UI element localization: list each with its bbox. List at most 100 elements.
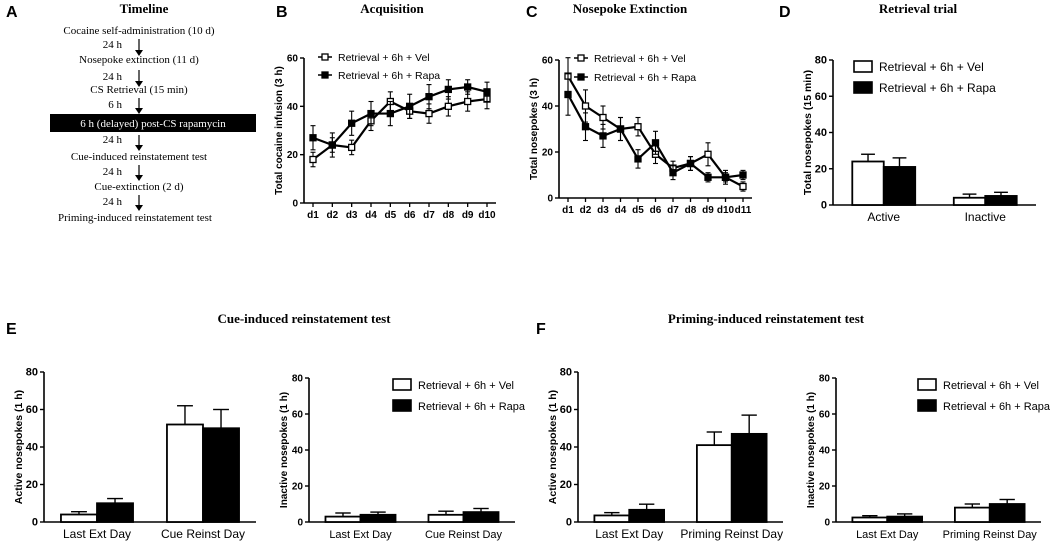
legend-swatch-vel [917,378,937,391]
y-tick-label: 80 [292,374,304,385]
y-tick-label: 20 [542,148,554,159]
legend-label-rapa: Retrieval + 6h + Rapa [418,401,526,413]
timeline-arrowhead-4 [135,145,143,151]
data-point-rapa [464,83,472,91]
bar-rapa [882,166,917,206]
x-category-label: Last Ext Day [595,527,663,541]
x-category-label: Inactive [965,210,1007,224]
bar-vel [954,506,991,523]
x-tick-label: d3 [597,205,609,216]
y-axis-label: Total cocaine infusion (3 h) [274,66,285,195]
x-tick-label: d3 [346,210,358,221]
timeline-step-4: 6 h (delayed) post-CS rapamycin [80,118,226,130]
data-point-rapa [634,155,642,163]
timeline-title: Timeline [120,1,169,16]
timeline-step-5: Cue-induced reinstatement test [71,151,207,163]
legend-label-vel: Retrieval + 6h + Vel [338,52,430,64]
data-point-rapa [669,169,677,177]
y-tick-label: 40 [26,442,38,454]
bar-rapa [984,195,1018,206]
y-tick-label: 60 [287,54,299,65]
data-point-vel [599,113,607,122]
x-tick-label: d6 [650,205,662,216]
x-tick-label: d7 [423,210,435,221]
bar-rapa [202,427,240,523]
y-tick-label: 40 [542,102,554,113]
x-category-label: Priming Reinst Day [680,527,783,541]
timeline-arrowhead-6 [135,205,143,211]
y-tick-label: 60 [815,91,827,103]
timeline-arrowhead-1 [135,50,143,56]
x-tick-label: d4 [365,210,377,221]
y-tick-label: 40 [292,446,304,457]
data-point-rapa [425,93,433,101]
legend-swatch-vel [853,60,873,73]
bar-vel [593,514,631,523]
y-tick-label: 20 [560,479,572,491]
data-point-rapa [599,132,607,140]
timeline-rapamycin-box [50,114,256,132]
x-tick-label: d1 [562,205,574,216]
data-point-vel [704,150,712,158]
bar-vel [696,444,733,523]
x-tick-label: d10 [478,210,496,221]
legend-marker-rapa [321,71,329,79]
x-tick-label: d2 [326,210,338,221]
data-point-rapa [564,90,572,99]
y-tick-label: 0 [292,199,298,210]
data-point-rapa [406,102,414,110]
timeline-step-3: CS Retrieval (15 min) [90,84,188,96]
legend-swatch-rapa [392,399,412,412]
data-point-rapa [704,173,712,181]
y-axis-label: Total nosepokes (3 h) [529,78,540,180]
x-category-label: Cue Reinst Day [425,529,503,541]
data-point-vel [739,182,747,191]
y-tick-label: 0 [297,518,303,529]
data-point-rapa [309,134,317,142]
x-tick-label: d7 [667,205,679,216]
timeline-arrowhead-5 [135,175,143,181]
bar-rapa [988,503,1026,523]
panel-a-timeline: A Timeline Cocaine self-administration (… [6,1,256,224]
data-point-rapa [721,173,730,181]
data-point-vel [444,102,452,110]
y-tick-label: 60 [292,410,304,421]
legend-label-vel: Retrieval + 6h + Vel [879,60,984,74]
x-tick-label: d8 [442,210,454,221]
panel-letter-a: A [6,4,18,21]
y-tick-label: 0 [821,200,827,212]
y-tick-label: 40 [560,442,572,454]
y-tick-label: 40 [819,446,831,457]
data-point-rapa [686,159,695,168]
data-point-rapa [483,88,491,96]
y-tick-label: 60 [560,404,572,416]
legend-marker-vel [577,54,585,62]
y-tick-label: 20 [287,150,299,161]
legend-marker-rapa [577,73,585,81]
x-tick-label: d10 [717,205,735,216]
panel-c-title: Nosepoke Extinction [573,1,688,16]
panel-letter-d: D [779,4,791,21]
y-tick-label: 20 [815,163,827,175]
legend-swatch-vel [392,378,412,391]
legend-swatch-rapa [917,399,937,412]
y-axis-label: Inactive nosepokes (1 h) [279,392,290,508]
data-point-rapa [444,85,452,94]
bar-rapa [730,432,768,523]
legend-label-rapa: Retrieval + 6h + Rapa [943,401,1051,413]
series-line-rapa [312,85,488,147]
panel-d-title: Retrieval trial [879,1,958,16]
timeline-interval-6: 24 h [103,196,123,208]
y-tick-label: 40 [815,127,827,139]
data-point-rapa [386,109,394,118]
y-axis-label: Total nosepokes (15 min) [802,70,814,195]
legend-swatch-rapa [853,81,873,94]
y-tick-label: 0 [32,517,38,529]
data-point-rapa [581,123,590,131]
y-tick-label: 0 [566,517,572,529]
data-point-vel [634,123,642,131]
x-tick-label: d4 [615,205,627,216]
